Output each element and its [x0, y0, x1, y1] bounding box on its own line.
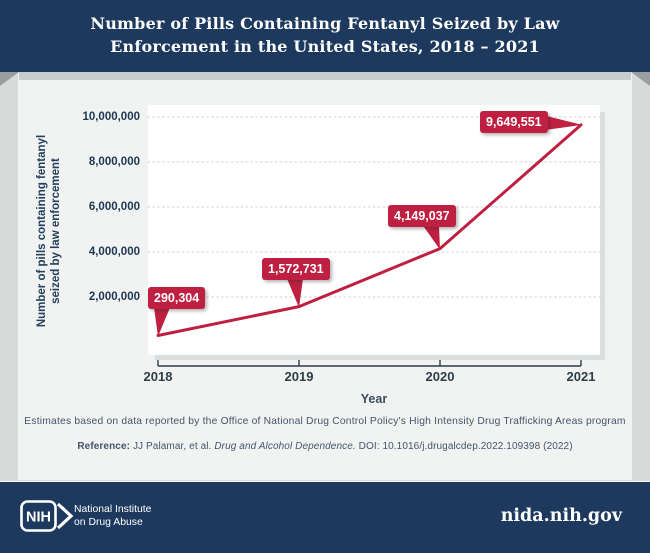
x-axis-title: Year [360, 392, 388, 406]
y-tick-4m: 4,000,000 [88, 246, 140, 258]
y-tick-10m: 10,000,000 [82, 111, 140, 123]
y-axis-title-line1: Number of pills containing fentanyl [36, 134, 48, 328]
x-axis [157, 359, 582, 367]
ribbon-fold-right [631, 72, 650, 86]
x-tick-2018: 2018 [143, 369, 173, 384]
page-title-line1: Number of Pills Containing Fentanyl Seiz… [90, 14, 560, 33]
nih-logo-chevron-icon [56, 502, 74, 530]
data-label-2018: 290,304 [148, 286, 206, 309]
reference-note: Reference: JJ Palamar, et al. Drug and A… [0, 441, 650, 452]
org-name: National Institute on Drug Abuse [74, 504, 151, 529]
page-title: Number of Pills Containing Fentanyl Seiz… [0, 0, 650, 58]
y-tick-2m: 2,000,000 [88, 291, 140, 303]
line-chart [147, 115, 601, 337]
plot-area: 290,304 1,572,731 4,149,037 9,649,551 [147, 105, 601, 355]
reference-label: Reference: [77, 441, 131, 452]
footer-bar: NIH National Institute on Drug Abuse nid… [0, 481, 650, 553]
x-tick-2020: 2020 [425, 369, 455, 384]
x-tick-2021: 2021 [566, 369, 596, 384]
y-tick-8m: 8,000,000 [88, 156, 140, 168]
page-title-line2: Enforcement in the United States, 2018 –… [110, 37, 540, 56]
reference-journal: Drug and Alcohol Dependence. [214, 441, 356, 452]
nih-logo: NIH [20, 500, 74, 532]
website-url: nida.nih.gov [500, 506, 622, 526]
svg-text:NIH: NIH [26, 510, 51, 526]
header-banner: Number of Pills Containing Fentanyl Seiz… [0, 0, 650, 72]
data-label-2019: 1,572,731 [262, 257, 330, 280]
data-label-2020: 4,149,037 [388, 204, 456, 227]
org-name-line1: National Institute [74, 504, 152, 515]
reference-doi: DOI: 10.1016/j.drugalcdep.2022.109398 (2… [358, 441, 573, 452]
y-tick-6m: 6,000,000 [88, 201, 140, 213]
reference-authors: JJ Palamar, et al. [132, 441, 215, 452]
source-note: Estimates based on data reported by the … [24, 416, 626, 427]
data-label-2021: 9,649,551 [480, 110, 548, 133]
ribbon-shadow [19, 72, 631, 80]
y-axis-title-line2: seized by law enforcement [50, 158, 62, 304]
org-name-line2: on Drug Abuse [74, 516, 143, 528]
x-tick-2019: 2019 [284, 369, 314, 384]
y-axis-title: Number of pills containing fentanyl seiz… [35, 100, 63, 362]
ribbon-fold-left [0, 72, 19, 86]
